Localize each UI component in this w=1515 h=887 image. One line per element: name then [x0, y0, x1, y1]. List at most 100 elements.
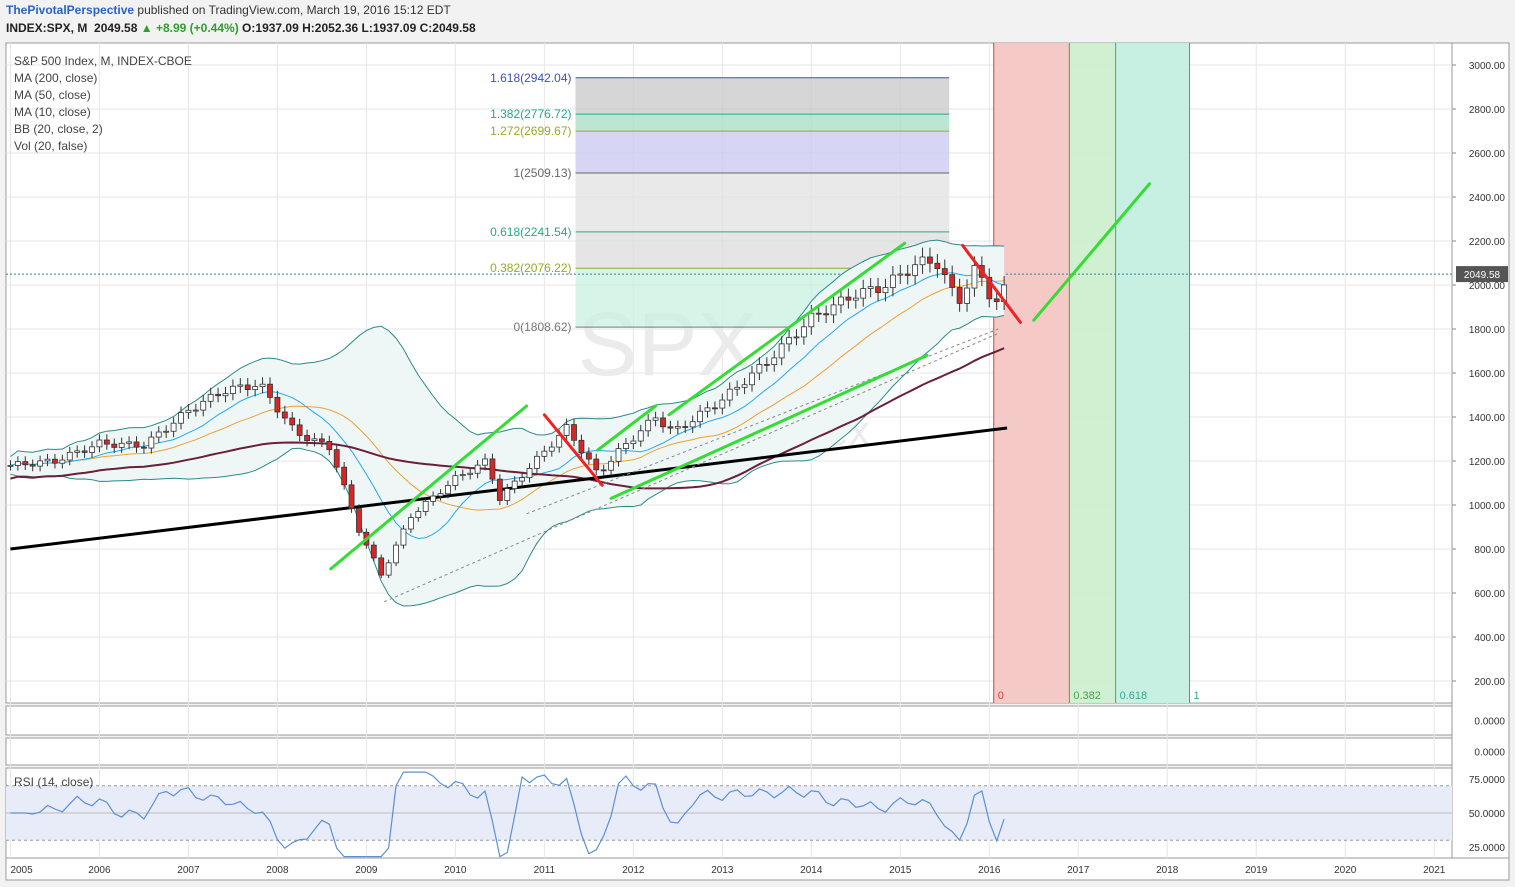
x-tick-label: 2014 — [800, 865, 823, 876]
time-zone-label: 1 — [1193, 690, 1199, 702]
open-label: O: — [242, 21, 256, 35]
candle-bear — [348, 484, 355, 509]
time-zone-band — [1115, 43, 1190, 703]
y-tick-label: 1600.00 — [1469, 369, 1506, 380]
candle-bull — [964, 287, 970, 304]
candle-bull — [393, 544, 399, 564]
indicator-legend: S&P 500 Index, M, INDEX-CBOE MA (200, cl… — [14, 53, 192, 155]
candle-bear — [289, 417, 296, 426]
candle-bull — [563, 424, 570, 436]
ma10-line — [10, 272, 1005, 540]
candle-bull — [259, 383, 266, 387]
ma-orange-line — [10, 280, 1005, 511]
candle-bull — [756, 364, 763, 374]
candle-bull — [96, 439, 103, 448]
candle-bull — [430, 495, 437, 502]
candle-bull — [118, 442, 125, 448]
candle-bull — [163, 430, 170, 433]
fib-level-label: 1.382(2776.72) — [490, 107, 571, 121]
candle-bull — [778, 343, 785, 359]
candle-bear — [52, 458, 58, 464]
candle-bear — [244, 384, 251, 391]
candle-bear — [593, 458, 600, 471]
legend-volume[interactable]: Vol (20, false) — [14, 139, 88, 153]
time-axis — [5, 857, 1510, 881]
candle-bear — [103, 439, 110, 445]
x-tick-label: 2015 — [889, 865, 912, 876]
low-label: L: — [361, 21, 373, 35]
y-tick-label: 2800.00 — [1469, 105, 1506, 116]
candle-bull — [422, 500, 429, 512]
candle-bull — [66, 451, 73, 461]
candle-bear — [956, 287, 963, 304]
y-tick-label: 2600.00 — [1469, 149, 1506, 160]
candle-bull — [645, 419, 652, 432]
x-tick-label: 2009 — [355, 865, 378, 876]
candle-bull — [637, 430, 644, 442]
candle-bull — [741, 384, 748, 388]
trend-line-up — [667, 241, 907, 417]
candle-bear — [904, 273, 911, 276]
fib-band — [575, 172, 950, 232]
x-tick-label: 2012 — [622, 865, 645, 876]
candle-bear — [215, 393, 221, 397]
candle-bull — [207, 393, 214, 402]
fib-level-label: 1.618(2942.04) — [490, 71, 571, 85]
candle-bear — [133, 441, 140, 448]
legend-ma200[interactable]: MA (200, close) — [14, 71, 98, 85]
candle-bull — [793, 336, 800, 339]
y-tick-label: 1400.00 — [1469, 413, 1506, 424]
trend-line-up — [329, 404, 529, 571]
candle-bull — [852, 297, 859, 301]
current-price-label: 2049.58 — [1464, 270, 1501, 281]
fib-band — [575, 131, 950, 173]
candle-bear — [934, 262, 941, 269]
candle-bull — [89, 446, 95, 453]
candle-bull — [630, 440, 637, 444]
author-link[interactable]: ThePivotalPerspective — [6, 3, 135, 17]
candle-bull — [749, 372, 755, 386]
candle-bull — [126, 441, 132, 444]
support-dashed-line — [383, 332, 999, 603]
candle-bull — [511, 480, 518, 489]
candle-bull — [237, 384, 244, 387]
candle-bear — [578, 439, 585, 454]
legend-bollinger[interactable]: BB (20, close, 2) — [14, 122, 103, 136]
candle-bear — [660, 417, 666, 428]
candle-bear — [333, 449, 340, 468]
x-tick-label: 2005 — [10, 865, 33, 876]
legend-ma50[interactable]: MA (50, close) — [14, 88, 91, 102]
candle-bull — [882, 287, 889, 294]
candle-bull — [689, 421, 696, 428]
candle-bull — [652, 417, 659, 421]
trend-line-down — [961, 243, 1022, 324]
fib-band — [575, 114, 950, 132]
symbol-label[interactable]: INDEX:SPX, M — [6, 21, 88, 35]
candle-bear — [370, 544, 377, 559]
candle-bull — [407, 517, 414, 530]
ohlc-header: INDEX:SPX, M 2049.58 ▲ +8.99 (+0.44%) O:… — [6, 21, 476, 35]
candle-bull — [726, 388, 733, 401]
trend-line-up — [609, 353, 929, 500]
time-zone-label: 0.618 — [1120, 690, 1148, 702]
x-tick-label: 2006 — [88, 865, 111, 876]
candle-bull — [548, 446, 555, 452]
open-value: 1937.09 — [255, 21, 299, 35]
candle-bear — [571, 424, 577, 441]
candle-bull — [385, 562, 392, 576]
x-tick-label: 2013 — [711, 865, 734, 876]
time-zone-label: 0.382 — [1073, 690, 1101, 702]
candle-bull — [252, 386, 259, 391]
rsi-legend[interactable]: RSI (14, close) — [14, 775, 94, 789]
candle-bull — [400, 528, 407, 546]
x-tick-label: 2007 — [177, 865, 200, 876]
legend-series[interactable]: S&P 500 Index, M, INDEX-CBOE — [14, 54, 192, 68]
candle-bear — [927, 256, 933, 264]
time-zone-band — [993, 43, 1070, 703]
candle-bull — [200, 400, 207, 411]
candle-bull — [800, 326, 807, 338]
volume2-tick-label: 0.0000 — [1474, 748, 1505, 759]
candle-bull — [897, 273, 904, 276]
legend-ma10[interactable]: MA (10, close) — [14, 105, 91, 119]
